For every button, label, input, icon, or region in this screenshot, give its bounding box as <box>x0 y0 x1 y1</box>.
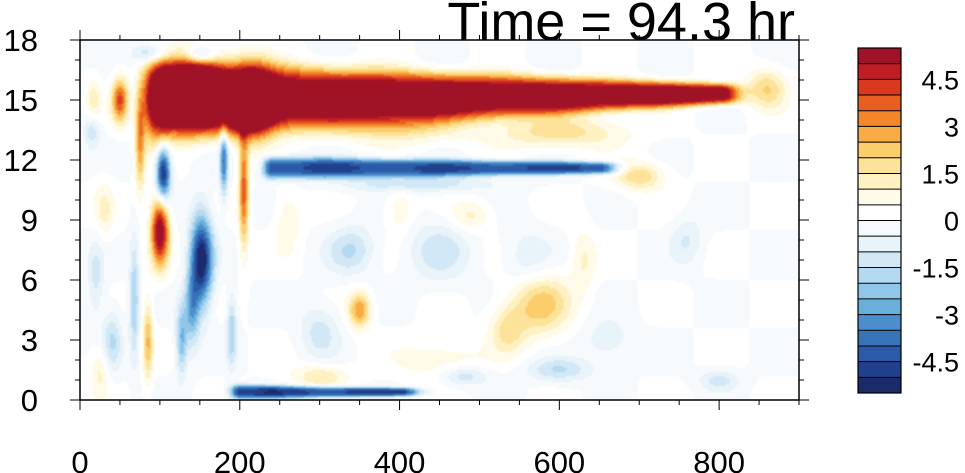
colorbar-tick-label: -4.5 <box>912 348 959 378</box>
chart-title: Time = 94.3 hr <box>447 0 795 52</box>
colorbar-frame <box>857 47 902 394</box>
x-tick-label: 200 <box>214 445 266 473</box>
colorbar-tick-label: 4.5 <box>921 65 959 95</box>
heatmap-field <box>80 40 799 400</box>
heatmap-area <box>80 40 799 400</box>
x-tick-label: 800 <box>693 445 745 473</box>
y-tick-label: 12 <box>4 143 38 178</box>
colorbar-tick-labels: 4.5 3 1.5 0 -1.5 -3 -4.5 <box>912 65 959 377</box>
x-tick-label: 600 <box>533 445 585 473</box>
colorbar-swatch <box>858 110 901 127</box>
y-tick-label: 6 <box>21 263 38 298</box>
colorbar-swatch <box>858 236 901 253</box>
colorbar-swatch <box>858 283 901 300</box>
x-tick-label: 0 <box>71 445 88 473</box>
colorbar-swatch <box>858 189 901 206</box>
x-tick-labels: 0 200 400 600 800 <box>71 445 745 473</box>
colorbar <box>857 47 902 394</box>
y-tick-label: 9 <box>21 203 38 238</box>
colorbar-tick-label: 0 <box>944 207 959 237</box>
colorbar-swatch <box>858 314 901 331</box>
colorbar-swatch <box>858 251 901 269</box>
colorbar-swatch <box>858 79 901 96</box>
y-tick-labels: 0 3 6 9 12 15 18 <box>4 23 38 418</box>
colorbar-swatch <box>858 48 901 65</box>
colorbar-swatch <box>858 126 901 143</box>
axis-ticks <box>70 30 809 410</box>
colorbar-swatch <box>858 173 901 190</box>
y-tick-label: 18 <box>4 23 38 58</box>
y-tick-label: 15 <box>4 83 38 118</box>
colorbar-swatch <box>858 157 901 174</box>
colorbar-swatch <box>858 142 901 159</box>
colorbar-swatch <box>858 204 901 221</box>
colorbar-swatch <box>858 220 901 237</box>
colorbar-tick-label: 1.5 <box>921 159 959 189</box>
colorbar-swatch <box>858 345 901 363</box>
colorbar-swatch <box>858 377 901 394</box>
y-tick-label: 3 <box>21 323 38 358</box>
y-tick-label: 0 <box>21 383 38 418</box>
colorbar-swatch <box>858 361 901 378</box>
colorbar-tick-label: 3 <box>944 112 959 142</box>
colorbar-swatch <box>858 330 901 347</box>
colorbar-swatch <box>858 95 901 112</box>
colorbar-tick-label: -1.5 <box>912 254 959 284</box>
colorbar-tick-label: -3 <box>935 301 959 331</box>
colorbar-swatch <box>858 298 901 316</box>
colorbar-swatch <box>858 63 901 80</box>
x-tick-label: 400 <box>374 445 426 473</box>
colorbar-swatch <box>858 267 901 284</box>
